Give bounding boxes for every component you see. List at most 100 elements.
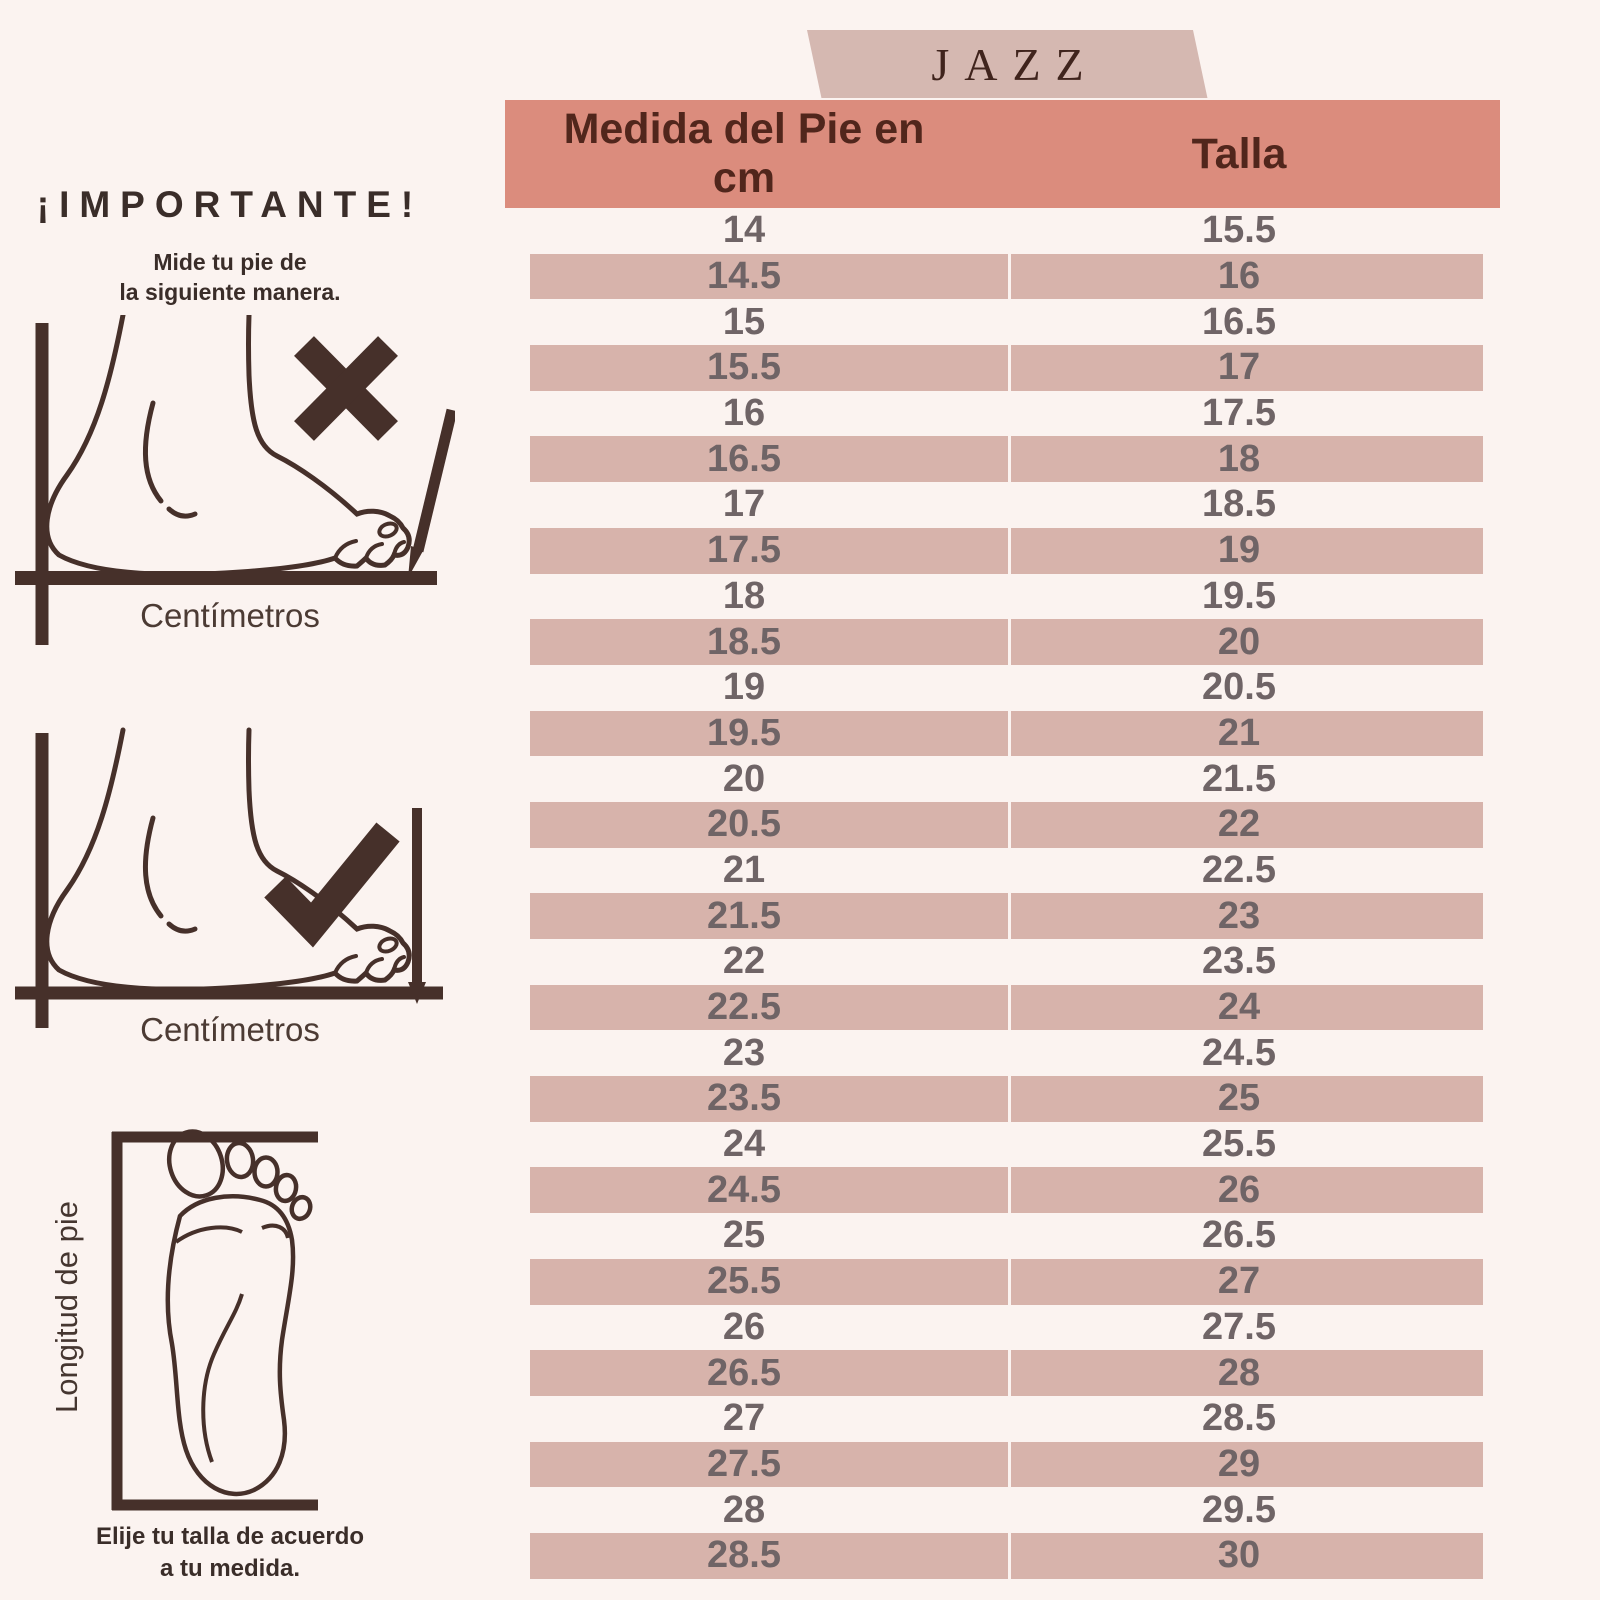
foot-cm-cell: 22.5 (530, 984, 1008, 1031)
table-row: 15 16.5 (505, 299, 1500, 345)
talla-cell: 22 (1011, 801, 1483, 848)
toe-measure-line (408, 808, 426, 1004)
talla-cell: 27 (1011, 1258, 1483, 1305)
table-row: 25 26.5 (505, 1213, 1500, 1259)
talla-cell: 27.5 (1202, 1305, 1276, 1348)
table-row: 24.5 26 (505, 1167, 1500, 1214)
talla-cell: 17.5 (1202, 392, 1276, 435)
talla-cell: 20.5 (1202, 666, 1276, 709)
talla-cell: 22.5 (1202, 848, 1276, 891)
foot-cm-cell: 19.5 (530, 710, 1008, 757)
foot-length-illustration (111, 1129, 318, 1511)
talla-cell: 29 (1011, 1441, 1483, 1488)
talla-cell: 28.5 (1202, 1397, 1276, 1440)
table-row: 24 25.5 (505, 1122, 1500, 1168)
foot-cm-cell: 27 (722, 1397, 766, 1440)
foot-cm-cell: 15 (722, 300, 766, 343)
wrong-measure-illustration (15, 315, 455, 645)
talla-cell: 28 (1011, 1350, 1483, 1396)
table-row: 17 18.5 (505, 482, 1500, 528)
table-header: Medida del Pie en cm Talla (505, 100, 1500, 208)
talla-cell: 23 (1011, 893, 1483, 939)
talla-cell: 21 (1011, 710, 1483, 757)
important-heading: ¡IMPORTANTE! (36, 184, 424, 225)
table-row: 19 20.5 (505, 665, 1500, 711)
x-mark-icon (294, 336, 398, 441)
foot-side-illustration (47, 315, 409, 574)
talla-cell: 16 (1011, 253, 1483, 300)
talla-cell: 29.5 (1202, 1488, 1276, 1531)
foot-cm-cell: 25.5 (530, 1258, 1008, 1305)
table-row: 17.5 19 (505, 527, 1500, 574)
table-row: 26.5 28 (505, 1350, 1500, 1396)
foot-cm-cell: 15.5 (530, 345, 1008, 391)
right-measure-illustration (15, 698, 443, 1028)
foot-cm-cell: 16 (722, 392, 766, 435)
foot-cm-cell: 17.5 (530, 527, 1008, 574)
size-rows: 14 15.5 14.5 16 15 16.5 15.5 17 16 17.5 16.5 18 17 18… (505, 208, 1500, 1579)
foot-cm-cell: 20.5 (530, 801, 1008, 848)
foot-cm-cell: 24 (722, 1123, 766, 1166)
foot-cm-cell: 24.5 (530, 1167, 1008, 1214)
foot-length-label: Longitud de pie (49, 1200, 84, 1414)
table-row: 23 24.5 (505, 1030, 1500, 1076)
talla-cell: 18 (1011, 436, 1483, 483)
foot-cm-cell: 25 (722, 1214, 766, 1257)
foot-cm-cell: 14 (722, 209, 766, 252)
foot-cm-cell: 20 (722, 757, 766, 800)
table-row: 15.5 17 (505, 345, 1500, 391)
foot-cm-cell: 14.5 (530, 253, 1008, 300)
talla-cell: 26.5 (1202, 1214, 1276, 1257)
length-bracket (111, 1131, 318, 1511)
foot-cm-cell: 28 (722, 1488, 766, 1531)
measure-instruction-text: Mide tu pie de la siguiente manera. (119, 249, 341, 306)
foot-cm-cell: 26.5 (530, 1350, 1008, 1396)
table-row: 22 23.5 (505, 939, 1500, 985)
talla-cell: 20 (1011, 619, 1483, 665)
talla-cell: 19 (1011, 527, 1483, 574)
table-row: 18 19.5 (505, 574, 1500, 620)
foot-sole-outline (165, 1129, 313, 1497)
check-mark-icon (264, 822, 400, 948)
centimeters-caption-right: Centímetros (140, 1011, 320, 1048)
talla-cell: 30 (1011, 1532, 1483, 1579)
talla-cell: 16.5 (1202, 300, 1276, 343)
foot-cm-cell: 21.5 (530, 893, 1008, 939)
table-row: 14 15.5 (505, 208, 1500, 254)
table-row: 20 21.5 (505, 756, 1500, 802)
table-row: 28 29.5 (505, 1487, 1500, 1533)
foot-cm-cell: 28.5 (530, 1532, 1008, 1579)
table-row: 27 28.5 (505, 1396, 1500, 1442)
talla-cell: 21.5 (1202, 757, 1276, 800)
table-row: 28.5 30 (505, 1532, 1500, 1579)
foot-cm-cell: 18.5 (530, 619, 1008, 665)
foot-cm-cell: 23 (722, 1031, 766, 1074)
foot-cm-cell: 18 (722, 574, 766, 617)
talla-cell: 23.5 (1202, 940, 1276, 983)
foot-cm-cell: 22 (722, 940, 766, 983)
foot-cm-cell: 21 (722, 848, 766, 891)
talla-cell: 19.5 (1202, 574, 1276, 617)
talla-cell: 24 (1011, 984, 1483, 1031)
foot-cm-cell: 16.5 (530, 436, 1008, 483)
talla-cell: 25 (1011, 1076, 1483, 1122)
centimeters-caption-wrong: Centímetros (140, 597, 320, 634)
brand-tab-label: JAZZ (931, 38, 1099, 90)
table-row: 23.5 25 (505, 1076, 1500, 1122)
header-foot-measure: Medida del Pie en cm (563, 105, 925, 202)
table-row: 16 17.5 (505, 391, 1500, 437)
table-row: 26 27.5 (505, 1305, 1500, 1351)
brand-tab: JAZZ (807, 30, 1208, 98)
table-row: 22.5 24 (505, 984, 1500, 1031)
foot-cm-cell: 17 (722, 483, 766, 526)
footer-note: Elije tu talla de acuerdo a tu medida. (95, 1523, 365, 1582)
table-row: 20.5 22 (505, 801, 1500, 848)
table-row: 19.5 21 (505, 710, 1500, 757)
foot-cm-cell: 23.5 (530, 1076, 1008, 1122)
table-row: 21.5 23 (505, 893, 1500, 939)
talla-cell: 18.5 (1202, 483, 1276, 526)
talla-cell: 17 (1011, 345, 1483, 391)
talla-cell: 15.5 (1202, 209, 1276, 252)
talla-cell: 26 (1011, 1167, 1483, 1214)
table-row: 18.5 20 (505, 619, 1500, 665)
